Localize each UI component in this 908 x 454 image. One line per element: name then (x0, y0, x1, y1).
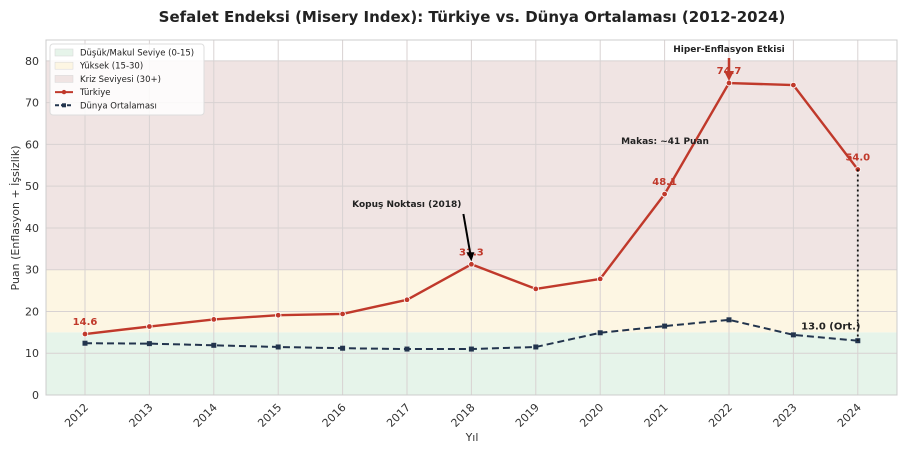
y-tick-label: 10 (25, 347, 39, 360)
x-tick-label: 2024 (835, 401, 864, 430)
data-point (404, 346, 410, 352)
data-label: 48.1 (652, 177, 677, 188)
x-tick-label: 2013 (127, 401, 156, 430)
y-tick-label: 70 (25, 97, 39, 110)
x-tick-label: 2021 (642, 401, 671, 430)
data-point (146, 323, 153, 330)
data-point (726, 317, 732, 323)
legend-box (49, 43, 205, 116)
annotation-arrowhead (466, 252, 475, 262)
data-point (339, 310, 346, 318)
data-label: 14.6 (73, 317, 98, 328)
data-point (468, 346, 474, 352)
data-point (275, 312, 282, 319)
annotations: Kopuş Noktası (2018) Hiper-Enflasyon Etki… (352, 45, 785, 262)
y-tick-label: 80 (25, 55, 39, 68)
y-tick-label: 50 (25, 180, 39, 193)
grid-lines (46, 40, 897, 396)
chart-title: Sefalet Endeksi (Misery Index): Türkiye … (159, 8, 786, 26)
y-tick-label: 60 (25, 138, 39, 151)
data-point (597, 275, 604, 283)
x-tick-label: 2014 (191, 401, 220, 430)
data-label: 13.0 (Ort.) (801, 322, 860, 333)
annotation-text: Hiper-Enflasyon Etkisi (673, 45, 785, 55)
legend-swatch (54, 61, 74, 70)
legend-label: Düşük/Makul Seviye (0-15) (80, 49, 194, 59)
data-point (532, 285, 539, 293)
legend-label: Türkiye (79, 88, 110, 98)
x-tick-label: 2019 (513, 401, 542, 430)
x-tick-label: 2018 (449, 401, 478, 430)
data-point (468, 261, 475, 268)
x-tick-label: 2012 (62, 401, 91, 430)
x-tick-label: 2020 (577, 401, 606, 430)
legend-label: Kriz Seviyesi (30+) (80, 75, 161, 85)
data-point (790, 81, 797, 89)
y-axis-label: Puan (Enflasyon + İşsizlik) (9, 146, 22, 291)
legend-swatch (54, 48, 74, 57)
y-axis-ticks: 0 10 20 30 40 50 60 70 80 (25, 55, 39, 402)
data-point (533, 344, 539, 350)
x-tick-label: 2023 (771, 401, 800, 430)
x-tick-label: 2022 (706, 401, 735, 430)
data-point (725, 79, 733, 87)
legend-label: Dünya Ortalaması (80, 101, 157, 111)
legend: Düşük/Makul Seviye (0-15) Yüksek (15-30) K… (49, 43, 205, 116)
data-point (662, 323, 668, 329)
data-point (340, 345, 346, 351)
data-point (81, 330, 89, 338)
y-tick-label: 30 (25, 264, 39, 277)
data-point (790, 332, 796, 338)
x-tick-label: 2015 (255, 401, 284, 430)
data-point (661, 190, 668, 198)
x-axis-ticks: 2012 2013 2014 2015 2016 2017 2018 2019 2020 2021… (62, 401, 864, 430)
data-point (275, 344, 281, 350)
annotation-text: Makas: ~41 Puan (621, 137, 709, 147)
data-point (210, 316, 217, 323)
x-tick-label: 2017 (384, 401, 413, 430)
plot-frame (45, 39, 898, 396)
legend-marker (62, 103, 66, 108)
y-tick-label: 20 (25, 305, 39, 318)
annotation-text: Kopuş Noktası (2018) (352, 200, 461, 210)
data-point (211, 342, 217, 348)
x-tick-label: 2016 (320, 401, 349, 430)
legend-marker (61, 89, 67, 95)
annotation-arrow (462, 213, 472, 255)
y-tick-label: 0 (32, 389, 39, 402)
series-lines (81, 79, 861, 352)
data-point (146, 341, 152, 347)
legend-swatch (54, 75, 74, 83)
y-tick-label: 40 (25, 222, 39, 235)
annotation-arrowhead (724, 71, 734, 82)
x-axis-label: Yıl (465, 431, 479, 444)
data-point (597, 330, 603, 336)
data-label: 54.0 (845, 152, 870, 163)
data-point (82, 340, 88, 346)
data-point (403, 296, 411, 303)
legend-label: Yüksek (15-30) (79, 62, 143, 72)
